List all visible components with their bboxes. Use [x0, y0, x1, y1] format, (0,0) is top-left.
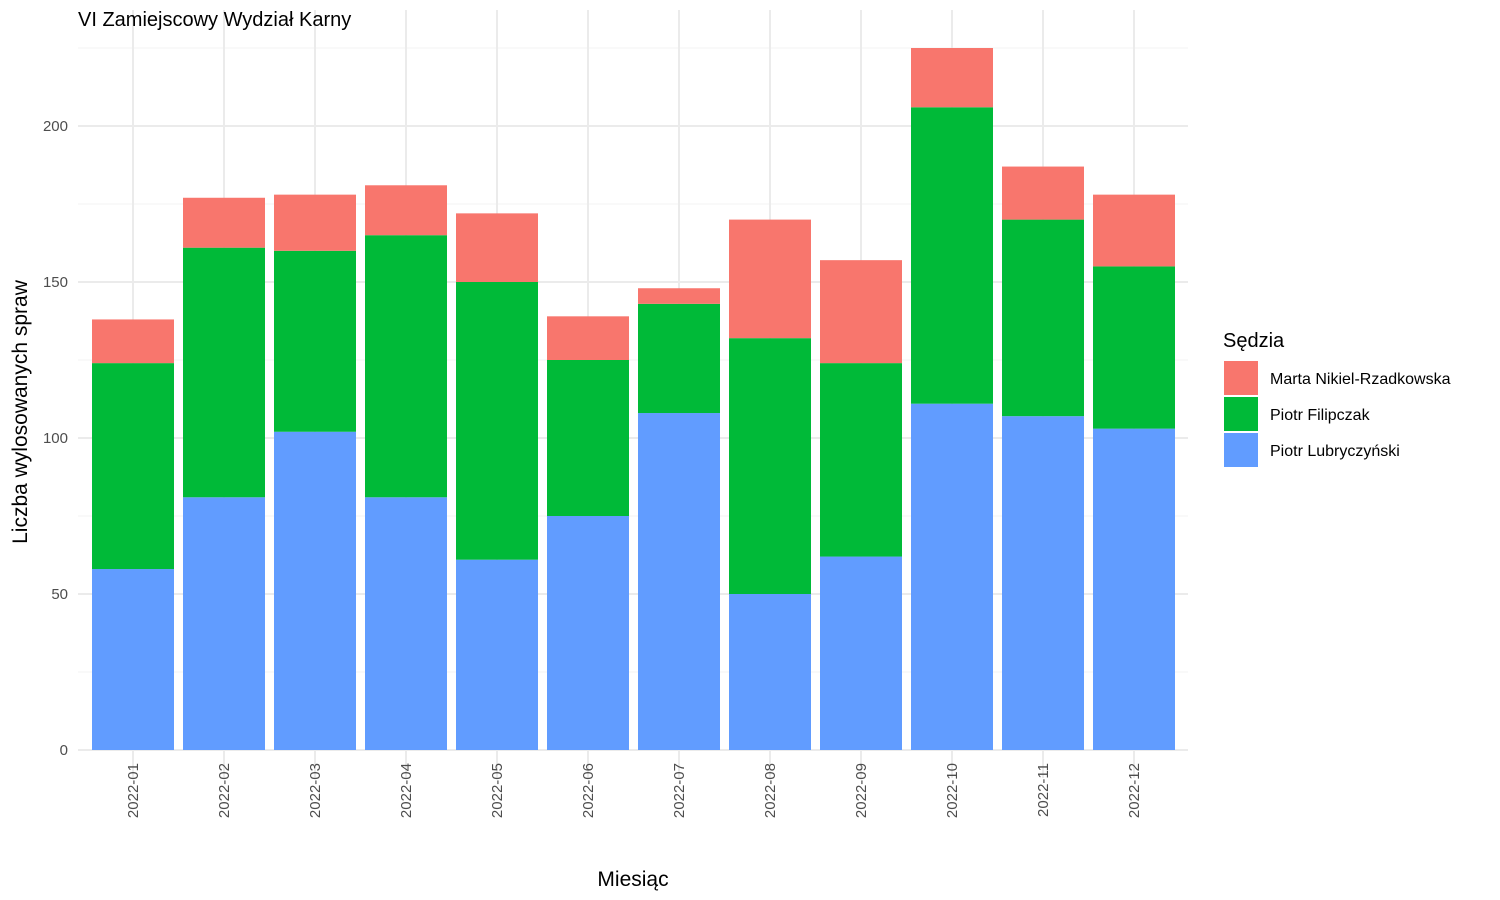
legend-swatch: [1224, 397, 1258, 431]
bar-segment: [183, 497, 265, 750]
y-tick-label: 150: [43, 274, 68, 291]
legend-title: Sędzia: [1223, 330, 1285, 352]
x-tick-label: 2022-06: [580, 763, 597, 818]
bar-segment: [365, 497, 447, 750]
x-tick-label: 2022-12: [1126, 763, 1143, 818]
y-tick-label: 100: [43, 430, 68, 447]
bar-segment: [729, 338, 811, 594]
x-tick-label: 2022-08: [762, 763, 779, 818]
legend-label: Piotr Lubryczyński: [1270, 443, 1400, 460]
bar-segment: [638, 303, 720, 414]
x-tick-label: 2022-01: [125, 763, 142, 818]
bar-segment: [820, 556, 902, 750]
bar-segment: [92, 569, 174, 750]
legend-label: Marta Nikiel-Rzadkowska: [1270, 371, 1451, 388]
bar-segment: [1093, 266, 1175, 429]
bar-segment: [547, 316, 629, 360]
bar-segment: [456, 282, 538, 560]
bar-segment: [911, 403, 993, 750]
y-tick-label: 0: [60, 742, 68, 759]
bar-segment: [183, 197, 265, 248]
x-tick-label: 2022-04: [398, 763, 415, 818]
y-axis-ticks: 0 50 100 150 200: [43, 118, 68, 759]
y-axis-title: Liczba wylosowanych spraw: [9, 279, 32, 544]
y-tick-label: 200: [43, 118, 68, 135]
bar-segment: [638, 288, 720, 304]
bar-segment: [729, 594, 811, 750]
bar-segment: [92, 363, 174, 570]
x-tick-label: 2022-07: [671, 763, 688, 818]
bar-segment: [1002, 416, 1084, 750]
x-tick-label: 2022-11: [1035, 763, 1052, 817]
x-tick-label: 2022-05: [489, 763, 506, 818]
bar-segment: [92, 319, 174, 364]
bar-segment: [820, 260, 902, 364]
x-tick-label: 2022-03: [307, 763, 324, 818]
bar-segment: [456, 213, 538, 282]
bar-segment: [1093, 428, 1175, 750]
x-tick-label: 2022-09: [853, 763, 870, 818]
bar-segment: [547, 516, 629, 750]
bar-segment: [183, 247, 265, 498]
legend-label: Piotr Filipczak: [1270, 407, 1371, 424]
x-axis-title: Miesiąc: [597, 868, 668, 891]
x-axis-ticks: 2022-01 2022-02 2022-03 2022-04 2022-05 2022-…: [125, 763, 1143, 818]
bar-segment: [274, 431, 356, 750]
legend-swatch: [1224, 433, 1258, 467]
bar-segment: [1002, 166, 1084, 220]
x-tick-label: 2022-02: [216, 763, 233, 818]
legend-swatch: [1224, 361, 1258, 395]
x-tick-label: 2022-10: [944, 763, 961, 818]
bars: [92, 48, 1175, 750]
bar-segment: [365, 235, 447, 498]
bar-segment: [274, 194, 356, 251]
y-tick-label: 50: [51, 586, 68, 603]
bar-segment: [820, 363, 902, 557]
bar-segment: [547, 360, 629, 516]
bar-segment: [911, 107, 993, 404]
bar-segment: [456, 559, 538, 750]
bar-segment: [911, 48, 993, 108]
bar-segment: [365, 185, 447, 236]
legend: Sędzia Marta Nikiel-Rzadkowska Piotr Fili…: [1223, 330, 1451, 467]
bar-segment: [274, 250, 356, 432]
bar-segment: [638, 413, 720, 750]
bar-segment: [729, 219, 811, 339]
bar-segment: [1093, 194, 1175, 267]
chart-title: VI Zamiejscowy Wydział Karny: [78, 9, 351, 31]
bar-segment: [1002, 219, 1084, 417]
